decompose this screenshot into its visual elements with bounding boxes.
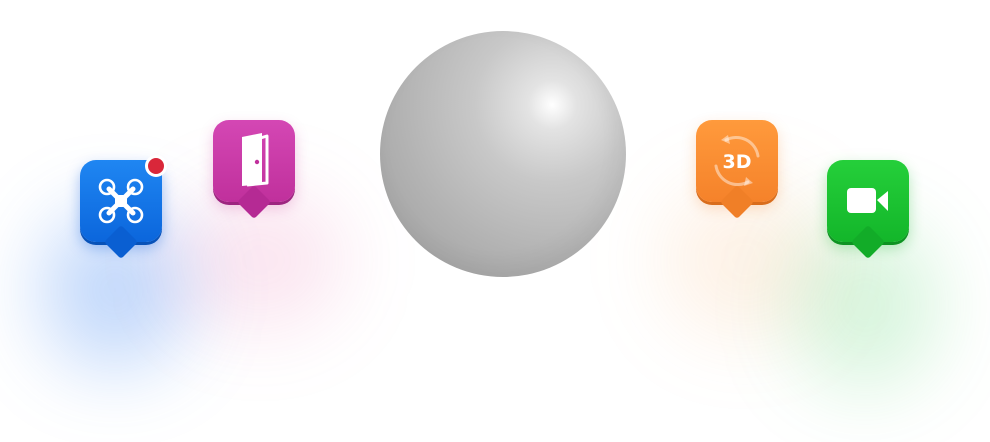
center-sphere[interactable] [380, 31, 626, 277]
drone-marker[interactable] [80, 155, 167, 260]
view3d-marker[interactable]: 3D [696, 120, 778, 220]
notification-badge [145, 155, 167, 177]
video-marker[interactable] [827, 160, 909, 260]
video-camera-icon [847, 188, 888, 213]
view3d-label: 3D [723, 151, 752, 173]
drone-icon [98, 178, 144, 224]
door-marker[interactable] [213, 120, 295, 220]
rotate-3d-icon: 3D [714, 135, 760, 187]
door-icon [242, 133, 269, 187]
